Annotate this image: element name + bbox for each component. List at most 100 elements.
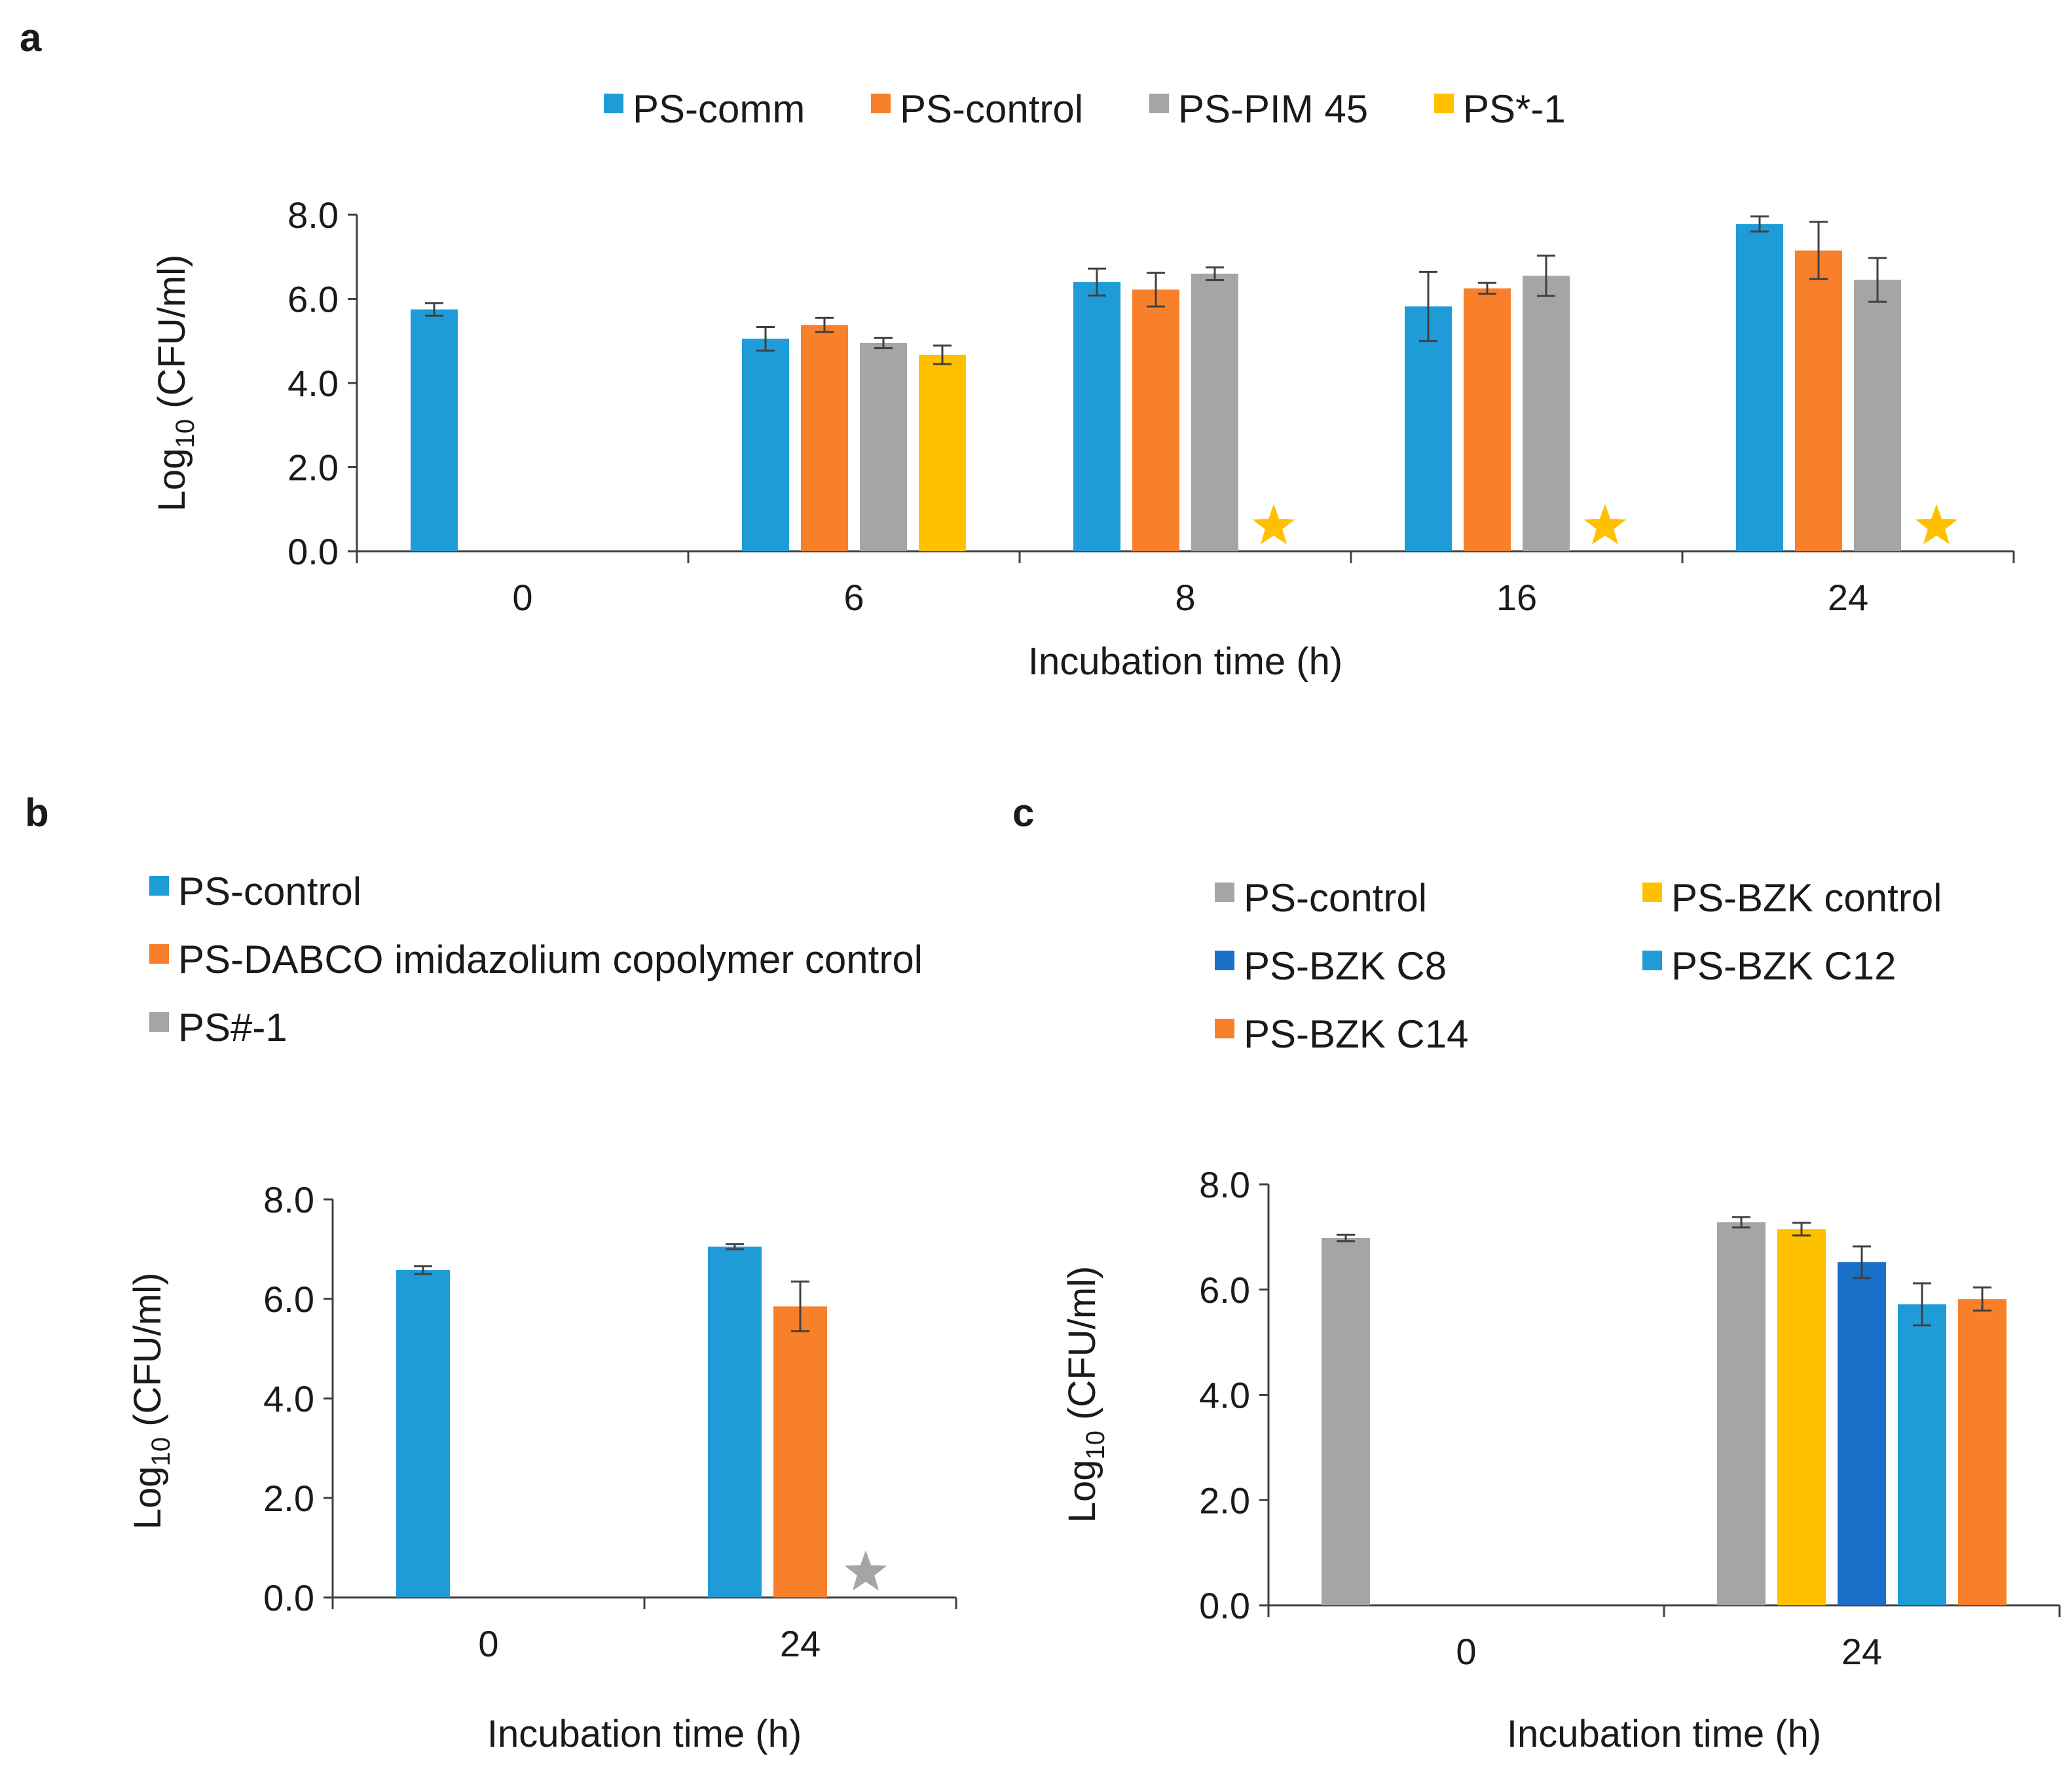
y-axis-title-rest: (CFU/ml) <box>151 255 193 419</box>
y-tick-label: 4.0 <box>1199 1375 1250 1416</box>
bar <box>773 1306 827 1597</box>
y-axis-title-sub: 10 <box>147 1437 176 1467</box>
bar <box>708 1247 762 1597</box>
legend-item: PS-BZK C12 <box>1642 944 1896 988</box>
legend-label: PS-control <box>178 869 361 913</box>
y-axis-title-rest: (CFU/ml) <box>126 1273 169 1437</box>
bar <box>742 338 789 551</box>
x-tick-label: 8 <box>1175 577 1195 618</box>
y-axis: 0.0 2.0 4.0 6.0 8.0 <box>1199 1164 1270 1626</box>
y-tick-label: 0.0 <box>263 1577 314 1618</box>
bar <box>1736 224 1783 551</box>
bar <box>1464 288 1511 551</box>
chart-panel-c: c PS-control PS-BZK control PS-BZK C8 PS-BZK… <box>1012 791 2061 1755</box>
y-tick-label: 4.0 <box>263 1378 314 1419</box>
bar <box>1073 282 1120 551</box>
star-icon <box>1583 504 1627 545</box>
x-axis: 0 6 8 16 24 <box>356 550 2015 618</box>
legend-swatch <box>1215 1019 1234 1038</box>
bar <box>396 1269 450 1597</box>
x-tick-label: 24 <box>1841 1631 1882 1672</box>
bar <box>801 325 848 551</box>
y-tick-label: 6.0 <box>1199 1269 1250 1311</box>
bar <box>1898 1304 1946 1605</box>
bar <box>919 354 966 551</box>
y-axis: 0.0 2.0 4.0 6.0 8.0 <box>263 1179 334 1618</box>
legend-swatch <box>1642 883 1662 902</box>
legend-label: PS-BZK C14 <box>1244 1012 1468 1056</box>
legend-item: PS-BZK C8 <box>1215 944 1447 988</box>
x-axis: 0 24 <box>331 1596 957 1664</box>
bars <box>411 215 1958 551</box>
star-icon <box>1915 504 1958 545</box>
bar <box>1717 1222 1766 1605</box>
y-axis-title-main: Log <box>1061 1459 1103 1523</box>
legend-swatch <box>1215 883 1234 902</box>
bar <box>1838 1262 1886 1605</box>
y-tick-label: 2.0 <box>1199 1480 1250 1521</box>
legend-label: PS-BZK C12 <box>1671 944 1896 988</box>
y-axis-title-sub: 10 <box>1081 1431 1110 1460</box>
x-axis-title: Incubation time (h) <box>487 1713 802 1755</box>
y-tick-label: 2.0 <box>263 1478 314 1519</box>
bar <box>1132 289 1179 551</box>
legend-label: PS-DABCO imidazolium copolymer control <box>178 938 923 981</box>
chart-panel-b: b PS-control PS-DABCO imidazolium copolyme… <box>25 791 957 1755</box>
panel-label-b: b <box>25 791 49 835</box>
y-tick-label: 8.0 <box>287 194 339 236</box>
legend-item: PS-control <box>871 87 1083 131</box>
legend-label: PS#-1 <box>178 1006 287 1049</box>
y-axis: 0.0 2.0 4.0 6.0 8.0 <box>287 194 358 572</box>
x-axis: 0 24 <box>1267 1604 2061 1672</box>
y-axis-title-rest: (CFU/ml) <box>1061 1266 1103 1431</box>
x-axis-title: Incubation time (h) <box>1028 640 1342 683</box>
y-axis-title-main: Log <box>126 1466 169 1529</box>
star-icon <box>1252 504 1295 545</box>
y-tick-label: 8.0 <box>263 1179 314 1220</box>
legend-swatch <box>1149 94 1169 113</box>
x-tick-label: 0 <box>1456 1631 1476 1672</box>
legend-label: PS-control <box>900 87 1083 131</box>
bar <box>1523 276 1570 551</box>
legend-item: PS-BZK control <box>1642 876 1942 920</box>
y-tick-label: 0.0 <box>287 531 339 572</box>
x-tick-label: 6 <box>843 577 864 618</box>
bar <box>1405 306 1452 551</box>
legend-item: PS-BZK C14 <box>1215 1012 1468 1056</box>
y-tick-label: 2.0 <box>287 447 339 488</box>
legend: PS-comm PS-control PS-PIM 45 PS*-1 <box>604 87 1566 131</box>
x-tick-label: 24 <box>780 1623 821 1664</box>
legend-item: PS-DABCO imidazolium copolymer control <box>149 938 923 981</box>
chart-panel-a: a PS-comm PS-control PS-PIM 45 PS*-1 0.0 2.0 4.… <box>20 16 2015 683</box>
bars <box>396 1243 887 1597</box>
y-axis-title-sub: 10 <box>171 419 200 448</box>
legend-label: PS-BZK control <box>1671 876 1942 920</box>
legend-label: PS*-1 <box>1463 87 1566 131</box>
legend-item: PS-comm <box>604 87 805 131</box>
bar <box>1777 1229 1826 1605</box>
legend-label: PS-control <box>1244 876 1427 920</box>
legend-label: PS-BZK C8 <box>1244 944 1447 988</box>
bar <box>1854 280 1901 551</box>
bar <box>1795 250 1842 551</box>
legend-swatch <box>149 876 169 896</box>
bar <box>1191 273 1238 551</box>
y-tick-label: 6.0 <box>287 279 339 320</box>
legend-swatch <box>1642 951 1662 970</box>
legend: PS-control PS-BZK control PS-BZK C8 PS-BZK … <box>1215 876 1942 1056</box>
x-tick-label: 24 <box>1828 577 1868 618</box>
legend-item: PS-PIM 45 <box>1149 87 1368 131</box>
y-tick-label: 0.0 <box>1199 1585 1250 1626</box>
legend: PS-control PS-DABCO imidazolium copolymer… <box>149 869 923 1049</box>
bars <box>1322 1216 2007 1605</box>
y-axis-title: Log10 (CFU/ml) <box>126 1273 176 1530</box>
legend-swatch <box>149 1012 169 1032</box>
bar <box>411 309 458 551</box>
legend-label: PS-PIM 45 <box>1178 87 1368 131</box>
panel-label-c: c <box>1012 791 1034 835</box>
y-axis-title-main: Log <box>151 448 193 511</box>
bar <box>1958 1299 2007 1605</box>
y-axis-title: Log10 (CFU/ml) <box>151 255 200 512</box>
legend-label: PS-comm <box>633 87 805 131</box>
